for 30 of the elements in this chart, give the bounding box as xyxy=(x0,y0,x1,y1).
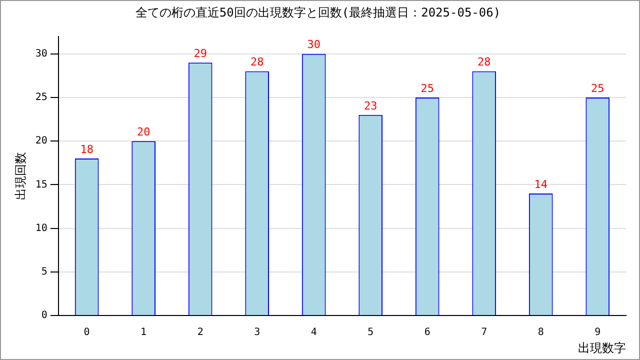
y-tick-label: 15 xyxy=(35,179,48,190)
y-tick-label: 30 xyxy=(35,48,48,60)
y-axis-title: 出現回数 xyxy=(13,152,28,200)
x-tick-label: 0 xyxy=(84,327,90,338)
x-tick-label: 8 xyxy=(538,327,544,338)
x-tick-label: 9 xyxy=(594,327,601,338)
x-tick-label: 1 xyxy=(140,327,147,338)
y-tick-label: 10 xyxy=(35,222,48,234)
x-tick-label: 2 xyxy=(197,327,204,338)
x-tick-label: 7 xyxy=(481,327,488,338)
data-label: 23 xyxy=(364,99,378,112)
y-tick-label: 20 xyxy=(35,136,48,147)
x-tick-label: 4 xyxy=(310,327,317,338)
y-tick-label: 0 xyxy=(41,310,48,322)
data-label: 30 xyxy=(307,38,320,52)
x-tick-label: 5 xyxy=(368,327,374,338)
data-label: 18 xyxy=(80,142,94,156)
data-label: 25 xyxy=(590,82,604,95)
y-tick-label: 5 xyxy=(41,266,48,278)
data-label: 28 xyxy=(477,56,491,69)
data-label: 29 xyxy=(194,46,207,60)
y-tick-label: 25 xyxy=(35,92,48,104)
x-tick-label: 6 xyxy=(424,327,430,338)
data-label: 25 xyxy=(420,82,434,95)
data-label: 20 xyxy=(136,125,150,138)
data-label: 28 xyxy=(250,56,264,69)
x-axis-title: 出現数字 xyxy=(578,340,626,355)
x-tick-label: 3 xyxy=(254,327,260,338)
chart-title: 全ての桁の直近50回の出現数字と回数(最終抽選日：2025-05-06) xyxy=(135,5,501,20)
data-label: 14 xyxy=(534,178,548,191)
